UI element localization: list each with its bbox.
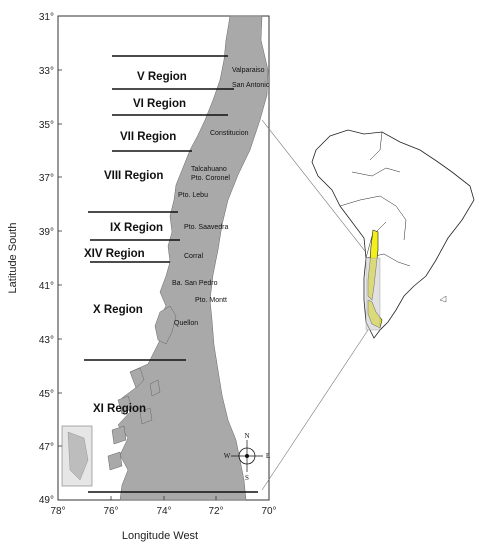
place-constitucion: Constitucion bbox=[210, 130, 249, 137]
region-label-xiv: XIV Region bbox=[84, 248, 145, 260]
compass-south: S bbox=[245, 474, 249, 482]
region-label-xi: XI Region bbox=[93, 403, 146, 415]
x-tick-74: 74° bbox=[156, 506, 171, 517]
compass-west: W bbox=[224, 452, 231, 460]
y-tick-33: 33° bbox=[39, 66, 54, 77]
archipelago-islands bbox=[107, 367, 161, 471]
y-axis-label: Latitude South bbox=[7, 223, 19, 294]
y-axis: 31° 33° 35° 37° 39° 41° 43° 45° 47° 49° bbox=[39, 12, 62, 506]
y-tick-35: 35° bbox=[39, 120, 54, 131]
y-tick-43: 43° bbox=[39, 335, 54, 346]
region-label-ix: IX Region bbox=[110, 222, 163, 234]
compass-north: N bbox=[244, 432, 249, 440]
region-label-viii: VIII Region bbox=[104, 170, 163, 182]
place-pto-montt: Pto. Montt bbox=[195, 297, 227, 304]
x-tick-76: 76° bbox=[103, 506, 118, 517]
y-tick-39: 39° bbox=[39, 227, 54, 238]
region-boundaries bbox=[84, 55, 258, 493]
x-tick-78: 78° bbox=[50, 506, 65, 517]
zoom-line-bottom bbox=[261, 329, 369, 491]
chiloe-island bbox=[154, 305, 177, 345]
study-area-box bbox=[365, 257, 381, 331]
place-san-antonio: San Antonio bbox=[232, 82, 270, 89]
south-america-outline bbox=[311, 129, 475, 339]
y-tick-41: 41° bbox=[39, 281, 54, 292]
place-quellon: Quellon bbox=[174, 320, 198, 327]
y-tick-45: 45° bbox=[39, 389, 54, 400]
y-tick-49: 49° bbox=[39, 495, 54, 506]
x-axis: 78° 76° 74° 72° 70° bbox=[50, 496, 277, 517]
inset-landmass bbox=[67, 431, 89, 481]
falkland-islands bbox=[439, 295, 447, 303]
place-pto-lebu: Pto. Lebu bbox=[178, 192, 208, 199]
zoom-line-top bbox=[261, 119, 373, 261]
place-ba-san-pedro: Ba. San Pedro bbox=[172, 280, 218, 287]
place-valparaiso: Valparaiso bbox=[232, 67, 265, 74]
y-tick-47: 47° bbox=[39, 442, 54, 453]
x-tick-72: 72° bbox=[208, 506, 223, 517]
region-label-x: X Region bbox=[93, 304, 143, 316]
place-talcahuano: Talcahuano bbox=[191, 166, 227, 173]
x-tick-70: 70° bbox=[261, 506, 276, 517]
y-tick-31: 31° bbox=[39, 12, 54, 23]
compass-rose: N S E W bbox=[224, 432, 270, 482]
place-corral: Corral bbox=[184, 253, 204, 260]
country-borders bbox=[339, 131, 411, 267]
compass-east: E bbox=[266, 452, 270, 460]
south-america-map bbox=[311, 129, 475, 339]
region-label-vi: VI Region bbox=[133, 98, 186, 110]
y-tick-37: 37° bbox=[39, 173, 54, 184]
place-pto-saavedra: Pto. Saavedra bbox=[184, 224, 228, 231]
x-axis-label: Longitude West bbox=[122, 530, 198, 542]
place-pto-coronel: Pto. Coronel bbox=[191, 175, 230, 182]
region-label-v: V Region bbox=[137, 71, 187, 83]
region-label-vii: VII Region bbox=[120, 131, 176, 143]
